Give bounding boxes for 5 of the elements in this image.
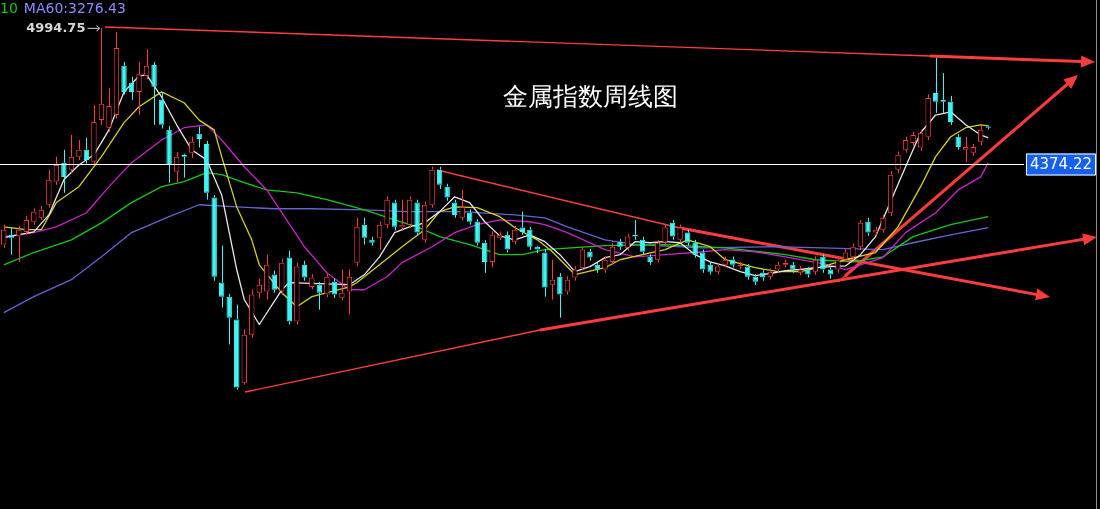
text: 4374.22 [1029, 155, 1092, 174]
text: 金属指数周线图 [501, 81, 679, 113]
annotation: 4994.75 [26, 20, 86, 36]
text: MA60:3276.43 [23, 0, 126, 16]
text: 10 [0, 0, 18, 16]
